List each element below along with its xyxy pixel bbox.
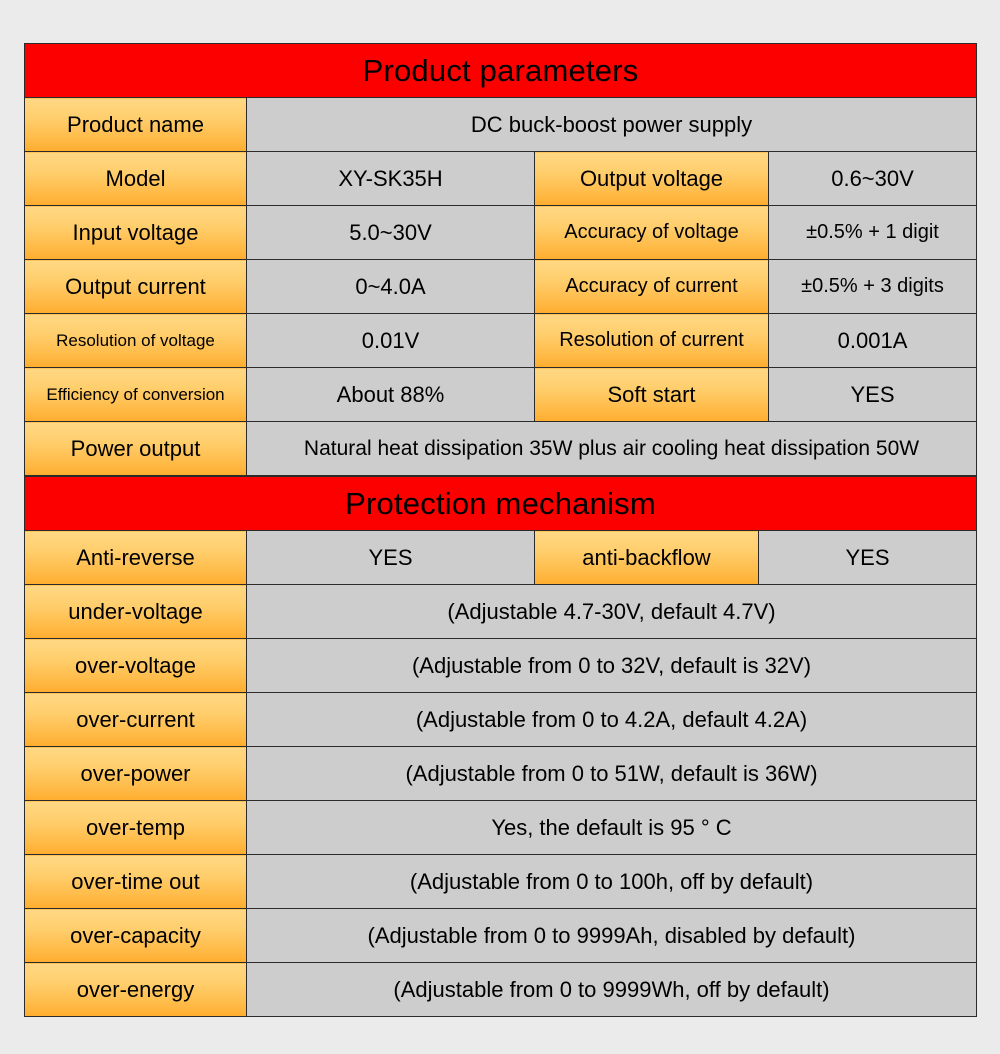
- row-value-anti-reverse: YES: [246, 530, 535, 585]
- row-label-output-current: Output current: [24, 259, 247, 314]
- protection-mechanism-table: Protection mechanism Anti-reverse YES an…: [24, 476, 977, 1017]
- row-value-accuracy-of-current: ±0.5% + 3 digits: [767, 259, 978, 314]
- row-label-power-output: Power output: [24, 421, 247, 476]
- row-label-resolution-of-current: Resolution of current: [534, 313, 769, 368]
- row-label-accuracy-of-current: Accuracy of current: [534, 259, 769, 314]
- row-value-over-capacity: (Adjustable from 0 to 9999Ah, disabled b…: [246, 908, 977, 963]
- table-row: under-voltage (Adjustable 4.7-30V, defau…: [24, 584, 977, 639]
- row-label-input-voltage: Input voltage: [24, 205, 247, 260]
- table-row: Anti-reverse YES anti-backflow YES: [24, 530, 977, 585]
- row-label-anti-reverse: Anti-reverse: [24, 530, 247, 585]
- row-value-output-current: 0~4.0A: [246, 259, 535, 314]
- row-label-efficiency-of-conversion: Efficiency of conversion: [24, 367, 247, 422]
- table-row: over-temp Yes, the default is 95 ° C: [24, 800, 977, 855]
- row-label-over-time-out: over-time out: [24, 854, 247, 909]
- row-value-over-temp: Yes, the default is 95 ° C: [246, 800, 977, 855]
- row-value-anti-backflow: YES: [758, 530, 977, 585]
- row-value-under-voltage: (Adjustable 4.7-30V, default 4.7V): [246, 584, 977, 639]
- row-label-under-voltage: under-voltage: [24, 584, 247, 639]
- row-value-over-current: (Adjustable from 0 to 4.2A, default 4.2A…: [246, 692, 977, 747]
- row-label-over-capacity: over-capacity: [24, 908, 247, 963]
- section-banner-row: Protection mechanism: [24, 476, 977, 531]
- row-value-soft-start: YES: [767, 367, 978, 422]
- row-label-soft-start: Soft start: [534, 367, 769, 422]
- row-label-anti-backflow: anti-backflow: [534, 530, 759, 585]
- table-row: Product name DC buck-boost power supply: [24, 97, 978, 152]
- row-value-over-energy: (Adjustable from 0 to 9999Wh, off by def…: [246, 962, 977, 1017]
- row-value-over-time-out: (Adjustable from 0 to 100h, off by defau…: [246, 854, 977, 909]
- row-label-output-voltage: Output voltage: [534, 151, 769, 206]
- row-value-model: XY-SK35H: [246, 151, 535, 206]
- row-label-product-name: Product name: [24, 97, 247, 152]
- table-row: over-capacity (Adjustable from 0 to 9999…: [24, 908, 977, 963]
- table-row: Input voltage 5.0~30V Accuracy of voltag…: [24, 205, 978, 260]
- row-label-over-power: over-power: [24, 746, 247, 801]
- product-parameters-table: Product parameters Product name DC buck-…: [23, 43, 978, 476]
- section-title-protection-mechanism: Protection mechanism: [24, 476, 977, 531]
- table-row: Power output Natural heat dissipation 35…: [24, 421, 978, 476]
- row-value-resolution-of-voltage: 0.01V: [246, 313, 535, 368]
- row-value-over-voltage: (Adjustable from 0 to 32V, default is 32…: [246, 638, 977, 693]
- table-row: over-voltage (Adjustable from 0 to 32V, …: [24, 638, 977, 693]
- table-row: over-current (Adjustable from 0 to 4.2A,…: [24, 692, 977, 747]
- row-value-product-name: DC buck-boost power supply: [245, 97, 978, 152]
- table-row: Output current 0~4.0A Accuracy of curren…: [24, 259, 978, 314]
- table-row: over-time out (Adjustable from 0 to 100h…: [24, 854, 977, 909]
- row-label-over-temp: over-temp: [24, 800, 247, 855]
- table-row: Model XY-SK35H Output voltage 0.6~30V: [24, 151, 978, 206]
- product-spec-sheet: Product parameters Product name DC buck-…: [23, 43, 978, 1017]
- row-label-over-current: over-current: [24, 692, 247, 747]
- row-value-resolution-of-current: 0.001A: [767, 313, 978, 368]
- row-value-input-voltage: 5.0~30V: [246, 205, 535, 260]
- table-row: Resolution of voltage 0.01V Resolution o…: [24, 313, 978, 368]
- row-label-model: Model: [24, 151, 247, 206]
- row-label-accuracy-of-voltage: Accuracy of voltage: [534, 205, 769, 260]
- row-value-power-output: Natural heat dissipation 35W plus air co…: [245, 421, 978, 476]
- row-value-over-power: (Adjustable from 0 to 51W, default is 36…: [246, 746, 977, 801]
- row-value-output-voltage: 0.6~30V: [767, 151, 978, 206]
- row-label-over-energy: over-energy: [24, 962, 247, 1017]
- section-title-product-parameters: Product parameters: [23, 43, 978, 98]
- section-banner-row: Product parameters: [23, 43, 978, 98]
- row-value-efficiency-of-conversion: About 88%: [246, 367, 535, 422]
- row-label-over-voltage: over-voltage: [24, 638, 247, 693]
- table-row: Efficiency of conversion About 88% Soft …: [24, 367, 978, 422]
- row-label-resolution-of-voltage: Resolution of voltage: [24, 313, 247, 368]
- row-value-accuracy-of-voltage: ±0.5% + 1 digit: [767, 205, 978, 260]
- table-row: over-energy (Adjustable from 0 to 9999Wh…: [24, 962, 977, 1017]
- table-row: over-power (Adjustable from 0 to 51W, de…: [24, 746, 977, 801]
